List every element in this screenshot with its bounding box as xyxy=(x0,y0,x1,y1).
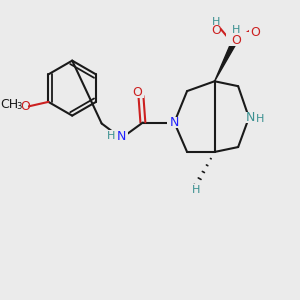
Text: O: O xyxy=(132,85,142,99)
FancyBboxPatch shape xyxy=(167,117,181,128)
FancyBboxPatch shape xyxy=(0,99,22,111)
Text: N: N xyxy=(169,116,179,129)
Text: O: O xyxy=(20,100,30,113)
Text: O: O xyxy=(250,26,260,39)
Text: N: N xyxy=(246,111,256,124)
Text: H: H xyxy=(192,185,200,195)
FancyBboxPatch shape xyxy=(243,112,265,124)
FancyBboxPatch shape xyxy=(204,18,221,30)
FancyBboxPatch shape xyxy=(226,32,256,46)
Text: O: O xyxy=(212,24,221,37)
FancyBboxPatch shape xyxy=(130,86,144,98)
Text: CH: CH xyxy=(0,98,18,111)
Text: N: N xyxy=(117,130,126,143)
Text: H: H xyxy=(107,131,116,141)
Text: O: O xyxy=(231,34,241,46)
Text: H: H xyxy=(232,25,240,35)
Polygon shape xyxy=(214,43,236,81)
FancyBboxPatch shape xyxy=(249,26,263,38)
Text: 3: 3 xyxy=(16,102,22,111)
FancyBboxPatch shape xyxy=(189,184,203,196)
FancyBboxPatch shape xyxy=(6,101,28,113)
FancyBboxPatch shape xyxy=(106,130,128,142)
Text: H: H xyxy=(212,17,221,27)
Text: H: H xyxy=(256,114,264,124)
